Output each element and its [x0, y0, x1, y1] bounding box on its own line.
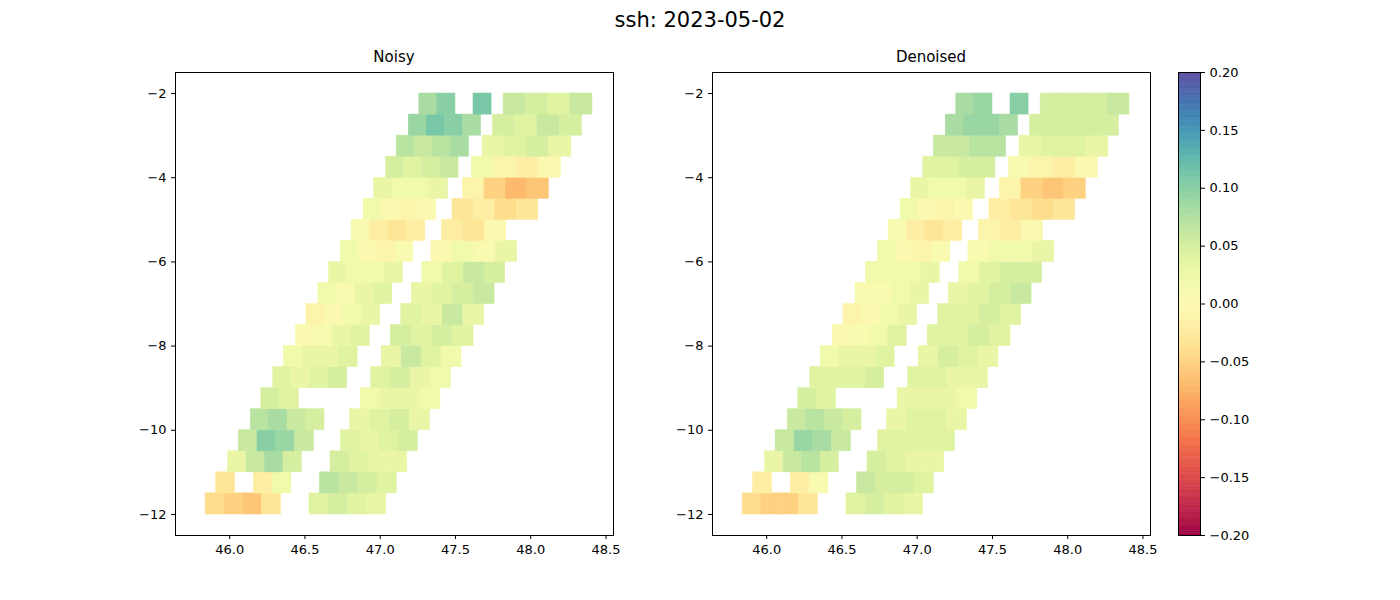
svg-text:46.5: 46.5: [290, 542, 319, 557]
svg-text:48.0: 48.0: [516, 542, 545, 557]
svg-text:−8: −8: [147, 338, 166, 353]
svg-text:−0.15: −0.15: [1210, 470, 1250, 485]
html-text:Denoised: Denoised: [895, 48, 967, 66]
svg-text:47.0: 47.0: [903, 542, 932, 557]
svg-text:−0.10: −0.10: [1210, 412, 1250, 427]
svg-text:−6: −6: [684, 254, 703, 269]
svg-text:47.0: 47.0: [366, 542, 395, 557]
svg-text:46.0: 46.0: [752, 542, 781, 557]
svg-text:−2: −2: [147, 86, 166, 101]
svg-text:48.0: 48.0: [1053, 542, 1082, 557]
svg-text:0.00: 0.00: [1210, 296, 1239, 311]
svg-text:0.10: 0.10: [1210, 180, 1239, 195]
html-text:ssh: 2023-05-02: ssh: 2023-05-02: [614, 8, 786, 32]
svg-text:46.0: 46.0: [215, 542, 244, 557]
svg-text:−4: −4: [147, 170, 166, 185]
svg-text:−12: −12: [676, 507, 703, 522]
svg-text:48.5: 48.5: [591, 542, 620, 557]
svg-text:48.5: 48.5: [1128, 542, 1157, 557]
svg-text:−2: −2: [684, 86, 703, 101]
svg-text:−4: −4: [684, 170, 703, 185]
svg-text:−0.20: −0.20: [1210, 528, 1250, 543]
svg-text:47.5: 47.5: [978, 542, 1007, 557]
svg-text:−0.05: −0.05: [1210, 354, 1250, 369]
svg-text:−10: −10: [676, 422, 703, 437]
svg-text:−12: −12: [139, 507, 166, 522]
svg-text:−8: −8: [684, 338, 703, 353]
svg-text:0.20: 0.20: [1210, 65, 1239, 80]
svg-text:47.5: 47.5: [441, 542, 470, 557]
html-text:Noisy: Noisy: [373, 48, 415, 66]
svg-text:−10: −10: [139, 422, 166, 437]
svg-text:0.05: 0.05: [1210, 238, 1239, 253]
svg-text:−6: −6: [147, 254, 166, 269]
svg-text:0.15: 0.15: [1210, 123, 1239, 138]
svg-text:46.5: 46.5: [827, 542, 856, 557]
